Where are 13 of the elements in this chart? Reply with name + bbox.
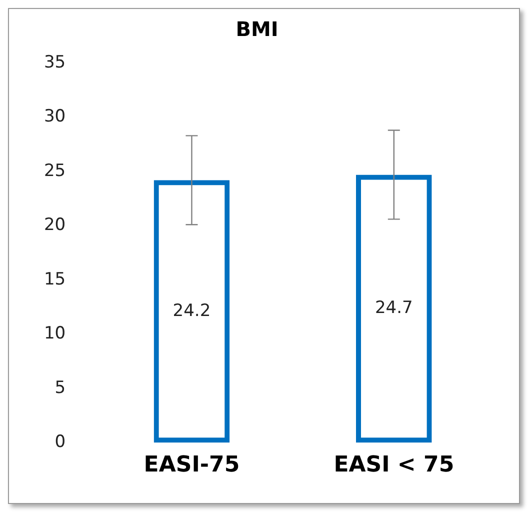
x-tick-label: EASI-75 <box>144 452 240 478</box>
chart-title: BMI <box>236 17 278 42</box>
y-tick-label: 20 <box>44 215 66 236</box>
y-tick-label: 25 <box>44 160 66 181</box>
data-label: 24.2 <box>172 300 211 321</box>
y-tick-label: 35 <box>44 52 66 72</box>
y-tick-label: 30 <box>44 106 66 127</box>
y-tick-label: 0 <box>54 432 66 452</box>
y-tick-label: 10 <box>44 324 66 344</box>
x-tick-label: EASI < 75 <box>334 452 454 478</box>
data-label: 24.7 <box>374 298 413 318</box>
y-tick-label: 15 <box>44 269 66 290</box>
y-tick-label: 5 <box>54 378 66 398</box>
